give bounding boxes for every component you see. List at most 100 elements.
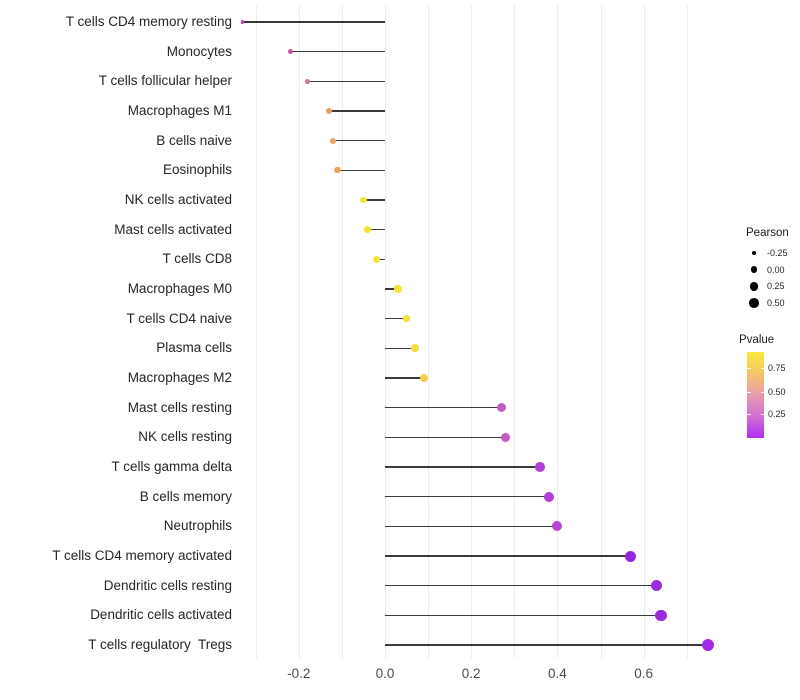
lollipop-stem (385, 466, 541, 468)
lollipop-stem (385, 288, 398, 290)
gridline (385, 5, 386, 658)
y-axis-label: T cells gamma delta (111, 459, 232, 475)
pvalue-colorbar (747, 352, 764, 438)
y-axis-label: NK cells activated (124, 192, 232, 208)
lollipop-stem (385, 347, 416, 350)
lollipop-stem (363, 199, 385, 201)
gridline (298, 5, 300, 658)
lollipop-dot (419, 374, 428, 382)
x-axis-tick-label: 0.0 (375, 666, 395, 681)
lollipop-dot (241, 20, 245, 24)
lollipop-dot (372, 255, 380, 263)
lollipop-stem (290, 51, 385, 53)
y-axis-label: T cells regulatory Tregs (88, 637, 232, 653)
lollipop-stem (376, 258, 385, 260)
lollipop-stem (367, 229, 385, 231)
lollipop-stem (385, 407, 502, 409)
y-axis-label: T cells CD8 (162, 251, 232, 267)
colorbar-tick (747, 367, 751, 369)
y-axis-label: T cells CD4 memory activated (52, 548, 232, 564)
pvalue-legend-title: Pvalue (739, 334, 775, 346)
lollipop-stem (242, 21, 385, 23)
gridline (341, 5, 343, 658)
lollipop-stem (385, 555, 631, 557)
y-axis-label: NK cells resting (138, 429, 232, 445)
gridline (557, 5, 559, 658)
lollipop-dot (360, 196, 367, 204)
pearson-legend-dot (750, 266, 758, 273)
colorbar-tick (760, 414, 764, 415)
lollipop-stem (385, 436, 506, 439)
lollipop-stem (385, 318, 407, 320)
pearson-legend-label: 0.00 (767, 264, 785, 275)
x-axis-tick-label: 0.2 (461, 666, 481, 681)
colorbar-tick (747, 414, 751, 415)
lollipop-dot (364, 226, 372, 234)
pearson-legend-label: -0.25 (767, 248, 788, 258)
lollipop-dot (325, 108, 332, 114)
lollipop-dot (702, 639, 715, 652)
y-axis-label: Macrophages M0 (127, 281, 232, 297)
lollipop-stem (385, 644, 709, 646)
pearson-legend-title: Pearson (746, 227, 789, 239)
lollipop-stem (385, 525, 558, 528)
y-axis-label: T cells follicular helper (98, 73, 232, 89)
pearson-legend-label: 0.25 (767, 281, 785, 292)
y-axis-label: Plasma cells (156, 340, 232, 356)
x-axis-tick-label: 0.4 (548, 666, 567, 681)
lollipop-stem (307, 80, 385, 82)
pearson-legend-dot (751, 250, 757, 256)
lollipop-stem (385, 585, 657, 587)
gridline (428, 5, 430, 658)
y-axis-label: Macrophages M2 (127, 370, 232, 386)
y-axis-label: Dendritic cells activated (90, 607, 232, 623)
pvalue-legend-label: 0.75 (768, 362, 786, 373)
lollipop-stem (385, 496, 549, 498)
y-axis-label: Mast cells resting (127, 399, 232, 415)
colorbar-tick (747, 391, 751, 393)
lollipop-dot (655, 609, 667, 622)
gridline (643, 5, 645, 658)
y-axis-label: Mast cells activated (114, 221, 232, 237)
y-axis-label: Neutrophils (163, 518, 232, 534)
lollipop-dot (330, 137, 337, 144)
lollipop-dot (411, 344, 420, 353)
lollipop-dot (334, 167, 341, 174)
lollipop-stem (385, 614, 661, 617)
gridline (471, 5, 473, 658)
pearson-legend-dot (749, 298, 759, 308)
lollipop-stem (328, 110, 385, 112)
colorbar-tick (760, 391, 764, 393)
lollipop-dot (543, 491, 554, 502)
lollipop-dot (287, 49, 293, 55)
pearson-legend-label: 0.50 (767, 298, 785, 309)
lollipop-dot (535, 462, 546, 472)
lollipop-dot (625, 550, 637, 562)
x-axis-tick-label: 0.6 (634, 666, 653, 681)
colorbar-tick (760, 367, 764, 369)
gridline (600, 5, 602, 658)
y-axis-label: Eosinophils (162, 162, 232, 178)
lollipop-dot (394, 285, 402, 293)
y-axis-label: T cells CD4 naive (126, 310, 232, 326)
lollipop-dot (496, 403, 506, 413)
pvalue-legend-label: 0.50 (768, 386, 786, 397)
pearson-legend-dot (749, 282, 759, 291)
y-axis-label: Macrophages M1 (127, 103, 232, 118)
pvalue-legend-label: 0.25 (768, 409, 786, 419)
lollipop-dot (304, 78, 311, 85)
lollipop-dot (402, 314, 411, 323)
lollipop-stem (333, 140, 385, 142)
gridline (686, 5, 688, 658)
y-axis-label: Monocytes (166, 43, 232, 59)
gridline (255, 5, 257, 658)
lollipop-dot (552, 521, 563, 532)
lollipop-stem (337, 169, 385, 171)
lollipop-dot (501, 432, 511, 443)
y-axis-label: B cells naive (156, 132, 232, 148)
gridline (514, 5, 516, 658)
y-axis-label: B cells memory (139, 488, 232, 504)
lollipop-dot (650, 580, 663, 592)
